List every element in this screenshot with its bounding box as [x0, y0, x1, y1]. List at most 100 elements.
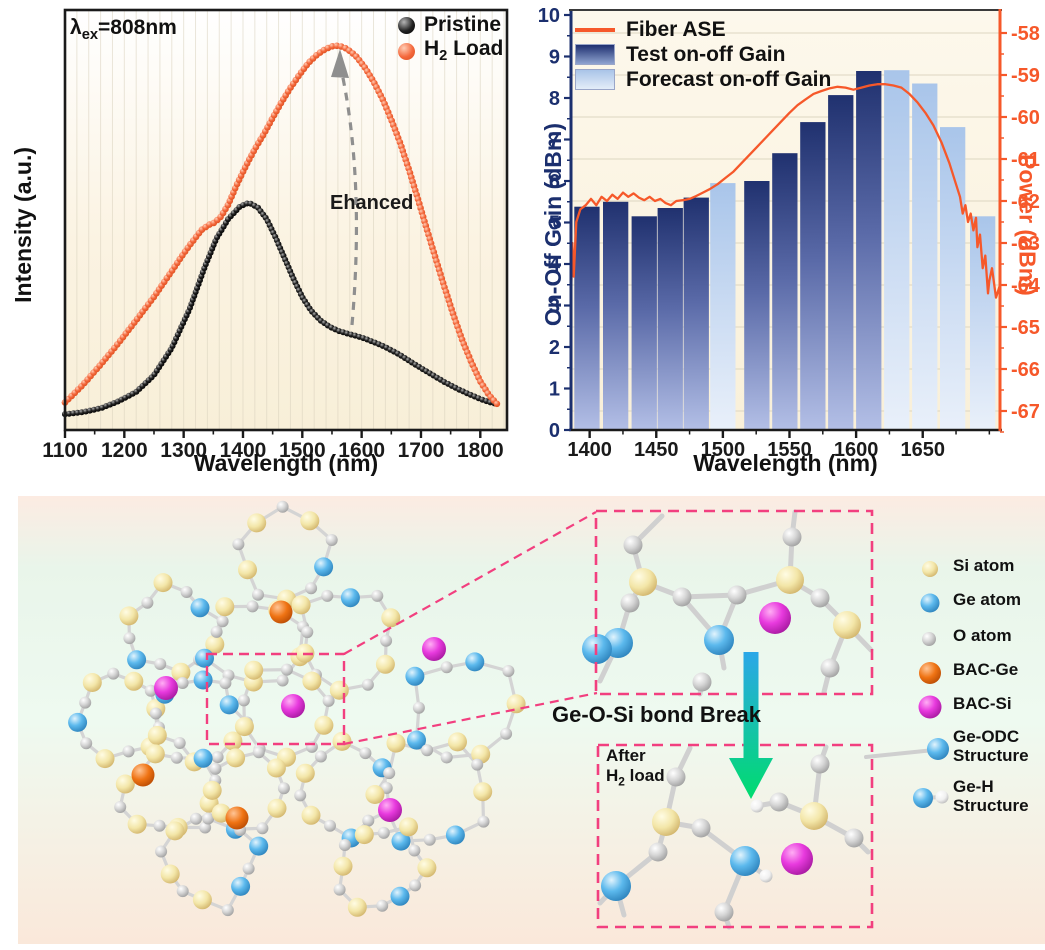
svg-text:-60: -60 [1011, 107, 1040, 129]
svg-text:-61: -61 [1011, 149, 1040, 171]
svg-text:1600: 1600 [338, 439, 385, 462]
svg-text:7: 7 [549, 130, 560, 152]
svg-text:1400: 1400 [567, 439, 612, 461]
svg-text:1450: 1450 [634, 439, 679, 461]
svg-text:1200: 1200 [101, 439, 148, 462]
gain-bar [603, 201, 629, 430]
gain-bar [856, 71, 882, 430]
excitation-wavelength-label: λex=808nm [70, 16, 177, 43]
si-atom-icon [922, 561, 938, 577]
legend-label-ge-atom: Ge atom [953, 590, 1022, 609]
legend-label-o-atom: O atom [953, 626, 1012, 645]
gain-bar [940, 127, 966, 430]
ge-odc-icon [927, 738, 949, 760]
bac-atoms [131, 600, 446, 830]
bac-si-atom [422, 637, 446, 661]
lambda-subscript: ex [81, 27, 99, 44]
forecast-gain-swatch-icon [575, 69, 615, 90]
svg-text:1500: 1500 [279, 439, 326, 462]
glass-network-atoms [68, 500, 526, 917]
pl-curve-pristine [62, 200, 498, 418]
gain-plot: 012345678910-58-59-60-61-62-63-64-65-66-… [538, 5, 1041, 461]
legend-label-bac-ge: BAC-Ge [953, 660, 1019, 679]
ge-atom-icon [920, 593, 940, 613]
zoom-connector-line [343, 691, 598, 746]
bond-break-title: Ge-O-Si bond Break [552, 702, 762, 727]
enhanced-arrow-icon [331, 49, 359, 326]
power-yaxis-title: Power (dBm) [1014, 154, 1041, 296]
molecular-structure-drawing [18, 496, 1045, 944]
svg-text:5: 5 [549, 213, 560, 235]
legend-item-forecast-gain: Forecast on-off Gain [575, 67, 831, 92]
test-gain-swatch-icon [575, 44, 615, 65]
fiber-ase-label: Fiber ASE [626, 17, 726, 41]
pl-yaxis-title: Intensity (a.u.) [9, 147, 36, 303]
svg-text:1600: 1600 [834, 439, 879, 461]
svg-text:-59: -59 [1011, 65, 1040, 87]
bac-ge-icon [919, 662, 941, 684]
svg-text:1100: 1100 [42, 439, 88, 462]
bac-si-atom [281, 694, 305, 718]
svg-text:-65: -65 [1011, 317, 1040, 339]
bac-ge-atom [131, 763, 155, 787]
bac-ge-atom [269, 600, 293, 624]
h2-load-marker-icon [398, 42, 415, 60]
svg-text:1300: 1300 [160, 439, 207, 462]
fiber-ase-line-icon [575, 27, 615, 32]
pl-xaxis-title: Wavelength (nm) [193, 450, 379, 476]
pl-curve-h2-load [61, 42, 501, 408]
bac-si-icon [918, 695, 942, 719]
svg-text:10: 10 [538, 5, 560, 27]
panel-molecular-structure: Ge-O-Si bond Break After H2 load Si atom… [0, 490, 1045, 950]
pl-legend: Pristine H2 Load [398, 12, 503, 65]
legend-label-bac-si: BAC-Si [953, 694, 1012, 713]
bac-ge-atom [225, 806, 249, 830]
lambda-symbol: λ [70, 16, 82, 39]
svg-text:-66: -66 [1011, 359, 1040, 381]
legend-item-h2-load: H2 Load [398, 37, 503, 65]
svg-text:1: 1 [549, 379, 560, 401]
gain-y-axis: 0 1 2 3 4 5 6 7 8 9 10 [538, 5, 571, 442]
gain-yaxis-title: On-Off Gain (dBm) [539, 123, 566, 327]
test-gain-label: Test on-off Gain [626, 42, 786, 66]
svg-text:-62: -62 [1011, 191, 1040, 213]
ge-h-h-icon [935, 790, 949, 804]
gain-bar [710, 183, 736, 430]
legend-label-si-atom: Si atom [953, 556, 1015, 575]
ge-h-ge-icon [913, 788, 933, 808]
legend-item-pristine: Pristine [398, 12, 503, 38]
gain-bar [574, 206, 600, 430]
svg-text:4: 4 [549, 254, 561, 276]
panel-pl-spectrum: 1100 1200 1300 1400 1500 1600 1700 1800 λex=808… [0, 0, 535, 490]
pl-x-axis: 1100 1200 1300 1400 1500 1600 1700 1800 [42, 430, 504, 462]
bac-si-atom [378, 798, 402, 822]
gain-bar [631, 216, 657, 430]
inset-after-structure [596, 743, 874, 930]
svg-text:-64: -64 [1011, 275, 1041, 297]
svg-text:3: 3 [549, 296, 560, 318]
gain-bar [828, 95, 854, 430]
power-y-axis: -58 -59 -60 -61 -62 -63 -64 -65 -66 -67 [1000, 23, 1041, 433]
legend-item-test-gain: Test on-off Gain [575, 42, 831, 67]
lambda-value: =808nm [98, 16, 177, 39]
svg-text:-63: -63 [1011, 233, 1040, 255]
inset-before-structure [582, 509, 874, 697]
svg-text:8: 8 [549, 88, 560, 110]
svg-text:-58: -58 [1011, 23, 1040, 45]
zoom-connector-line [343, 511, 597, 655]
reaction-arrow-icon [729, 652, 773, 799]
panel-gain-chart: 0 1 2 3 4 5 6 7 8 9 10 -58 -59 -60 -61 -62 -63 -64 -65 -66-… [535, 0, 1045, 490]
forecast-gain-label: Forecast on-off Gain [626, 67, 832, 91]
svg-text:1700: 1700 [398, 439, 445, 462]
legend-item-fiber-ase: Fiber ASE [575, 17, 831, 42]
legend-label-ge-odc: Ge-ODC Structure [953, 727, 1029, 765]
gain-bar [772, 153, 798, 430]
gain-xaxis-title: Wavelength (nm) [693, 450, 878, 476]
gain-bar [683, 197, 709, 430]
pl-spectrum-plot: 1100 1200 1300 1400 1500 1600 1700 1800 [42, 8, 509, 462]
svg-text:9: 9 [549, 47, 560, 69]
after-h2-load-label: After H2 load [606, 746, 665, 789]
svg-text:-67: -67 [1011, 401, 1040, 423]
gain-bars [574, 70, 996, 430]
